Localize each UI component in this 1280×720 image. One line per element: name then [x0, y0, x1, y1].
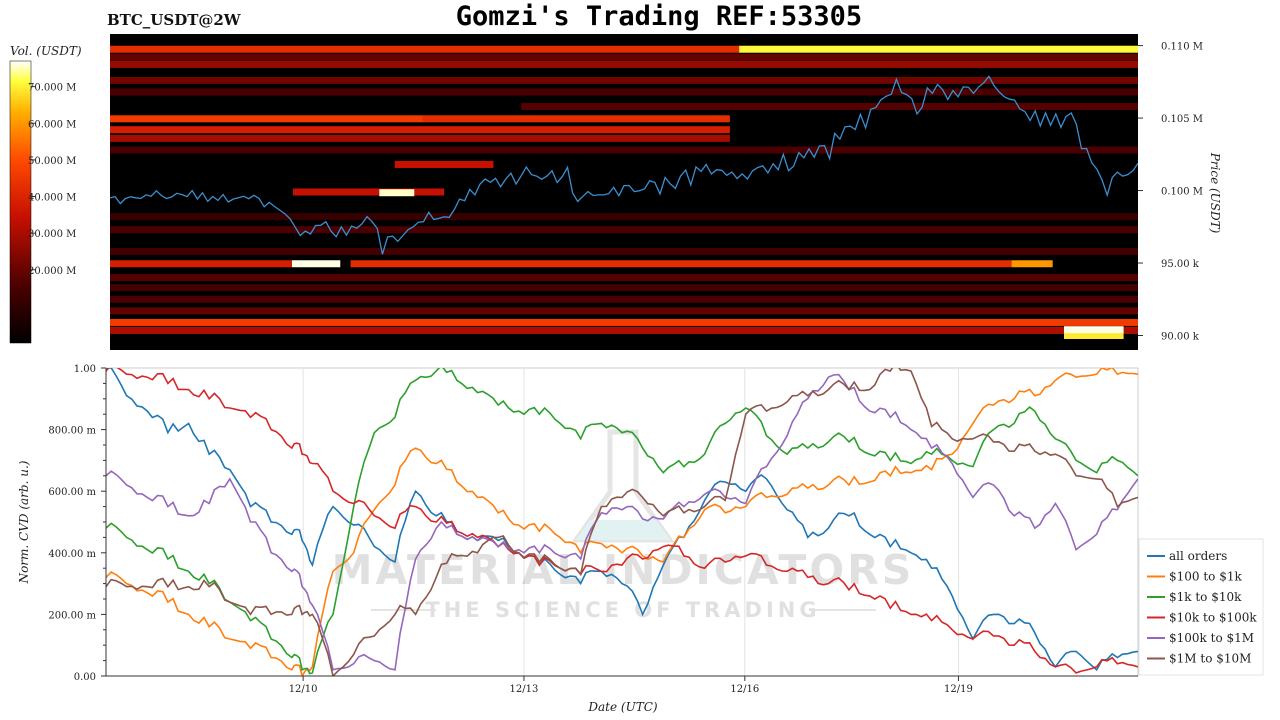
heatmap-band [110, 76, 1138, 84]
cvd-y-axis-label: Norm. CVD (arb. u.) [17, 460, 31, 584]
legend-entry: $100k to $1M [1169, 631, 1254, 645]
cvd-gridlines [302, 368, 959, 676]
legend-entry: $10k to $100k [1169, 611, 1257, 625]
cvd-series-line [106, 368, 1138, 672]
heatmap-band [1063, 332, 1124, 340]
heatmap-band [110, 295, 1138, 303]
heatmap-band [110, 134, 730, 142]
heatmap-band [110, 274, 1138, 282]
heatmap-band [110, 88, 1138, 96]
cvd-series-line [106, 373, 1138, 671]
cvd-y-tick-label: 1.00 [74, 364, 96, 375]
cvd-y-axis-ticks: 1.00 800.00 m 600.00 m 400.00 m 200.00 m 0.00 [48, 364, 107, 683]
cvd-x-axis-ticks: 12/10 12/13 12/16 12/19 [106, 675, 1138, 695]
cvd-x-axis-label: Date (UTC) [587, 700, 657, 714]
heatmap-band [110, 126, 730, 134]
heatmap-band [521, 102, 1138, 110]
colorbar-tick-label: 20.000 M [28, 266, 76, 277]
price-tick-label: 0.100 M [1161, 187, 1203, 198]
colorbar-tick-label: 70.000 M [28, 83, 76, 94]
heatmap-band [110, 247, 1138, 255]
heatmap-band [292, 188, 445, 196]
heatmap-band [110, 326, 1138, 334]
heatmap-band [422, 115, 730, 123]
cvd-series-lines [106, 368, 1138, 676]
colorbar-tick-label: 30.000 M [28, 229, 76, 240]
colorbar [9, 60, 32, 344]
page-title: Gomzi's Trading REF:53305 [456, 1, 862, 32]
colorbar-tick-label: 60.000 M [28, 119, 76, 130]
cvd-x-tick-label: 12/19 [944, 684, 973, 695]
heatmap-band [739, 45, 1138, 53]
price-axis-label: Price (USDT) [1208, 152, 1222, 234]
heatmap-band [110, 284, 1138, 292]
watermark-title: MATERIAL INDICATORS [332, 546, 915, 594]
colorbar-tick-label: 40.000 M [28, 193, 76, 204]
heatmap-band [110, 307, 1138, 315]
price-axis-ticks: 0.110 M 0.105 M 0.100 M 95.00 k 90.00 k [1138, 42, 1203, 343]
colorbar-tick-label: 50.000 M [28, 156, 76, 167]
price-tick-label: 0.105 M [1161, 114, 1203, 125]
price-tick-label: 0.110 M [1161, 42, 1203, 53]
heatmap-band [110, 318, 1138, 326]
cvd-x-tick-label: 12/10 [289, 684, 318, 695]
heatmap-band [110, 60, 1138, 68]
price-tick-label: 90.00 k [1161, 332, 1200, 343]
colorbar-ticks: 70.000 M 60.000 M 50.000 M 40.000 M 30.000 M… [28, 83, 76, 277]
watermark: MATERIAL INDICATORS THE SCIENCE OF TRADI… [332, 429, 915, 622]
legend-frame [1138, 538, 1264, 676]
legend-entry: $100 to $1k [1169, 570, 1242, 584]
heatmap-band [379, 189, 415, 197]
legend-entry: $1k to $10k [1169, 590, 1242, 604]
flask-icon [571, 429, 675, 543]
heatmap-band [394, 160, 494, 168]
cvd-series-line [106, 368, 1138, 674]
cvd-y-tick-label: 200.00 m [48, 610, 96, 621]
heatmap-band [110, 53, 1138, 61]
price-tick-label: 95.00 k [1161, 259, 1200, 270]
heatmap-band [1063, 326, 1124, 334]
heatmap-band [291, 260, 341, 268]
heatmap-band [110, 226, 1138, 234]
cvd-x-tick-label: 12/16 [730, 684, 759, 695]
colorbar-label: Vol. (USDT) [10, 44, 82, 58]
legend-entry: all orders [1169, 549, 1227, 563]
heatmap-band [110, 146, 1138, 154]
heatmap-band [110, 45, 740, 53]
watermark-subtitle: THE SCIENCE OF TRADING [425, 598, 820, 622]
cvd-series-line [106, 368, 1138, 675]
heatmap-band [350, 260, 1012, 268]
cvd-y-tick-label: 600.00 m [48, 487, 96, 498]
heatmap-band [110, 213, 1138, 221]
heatmap-band [110, 115, 423, 123]
legend-entry: $1M to $10M [1169, 652, 1251, 666]
price-line [110, 75, 1138, 255]
cvd-y-tick-label: 400.00 m [48, 549, 96, 560]
pair-label: BTC_USDT@2W [107, 11, 242, 29]
heatmap-bands [110, 45, 1138, 340]
legend: all orders $100 to $1k $1k to $10k $10k to … [1138, 538, 1264, 676]
heatmap-band [110, 260, 292, 268]
heatmap-band [1011, 260, 1053, 268]
cvd-x-tick-label: 12/13 [510, 684, 539, 695]
cvd-y-tick-label: 0.00 [74, 672, 96, 683]
cvd-series-line [106, 368, 1138, 676]
cvd-y-tick-label: 800.00 m [48, 426, 96, 437]
